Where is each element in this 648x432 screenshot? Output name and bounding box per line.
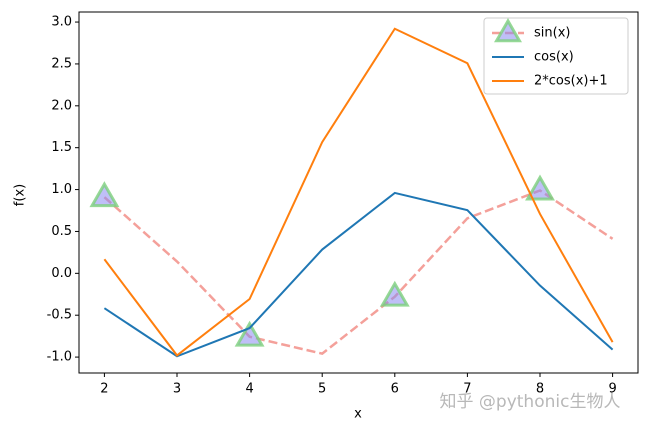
marker <box>525 174 555 201</box>
y-axis-label: f(x) <box>13 184 28 206</box>
series-line <box>103 27 614 357</box>
y-tick-label: 3.0 <box>51 15 72 30</box>
x-tick-label: 7 <box>463 382 471 397</box>
watermark: 知乎 @pythonic生物人 <box>440 392 621 412</box>
series-line <box>103 189 614 356</box>
y-tick-label: -0.5 <box>47 308 72 323</box>
marker <box>234 320 265 347</box>
marker <box>89 181 120 208</box>
plot-frame <box>78 11 639 374</box>
y-tick-label: 0.0 <box>51 266 72 281</box>
y-tick-label: 2.0 <box>51 98 72 113</box>
y-tick-label: 2.5 <box>51 56 72 71</box>
marker <box>379 280 410 307</box>
series-line <box>103 191 614 358</box>
x-tick-label: 3 <box>173 382 181 397</box>
y-tick-label: 1.5 <box>51 140 72 155</box>
x-tick-label: 9 <box>608 382 616 397</box>
legend-label: 2*cos(x)+1 <box>534 74 608 89</box>
x-tick-label: 8 <box>536 382 544 397</box>
x-tick-label: 2 <box>100 382 108 397</box>
legend: sin(x) cos(x) 2*cos(x)+1 <box>483 17 629 95</box>
y-tick-label: 0.5 <box>51 224 72 239</box>
legend-label: cos(x) <box>534 50 574 65</box>
y-tick-label: -1.0 <box>47 350 72 365</box>
y-tick-label: 1.0 <box>51 182 72 197</box>
legend-marker <box>494 17 522 43</box>
x-tick-label: 4 <box>245 382 253 397</box>
legend-label: sin(x) <box>534 26 570 41</box>
legend-box <box>483 17 629 95</box>
x-tick-label: 6 <box>391 382 399 397</box>
x-axis-label: x <box>354 407 362 422</box>
x-tick-label: 5 <box>318 382 326 397</box>
